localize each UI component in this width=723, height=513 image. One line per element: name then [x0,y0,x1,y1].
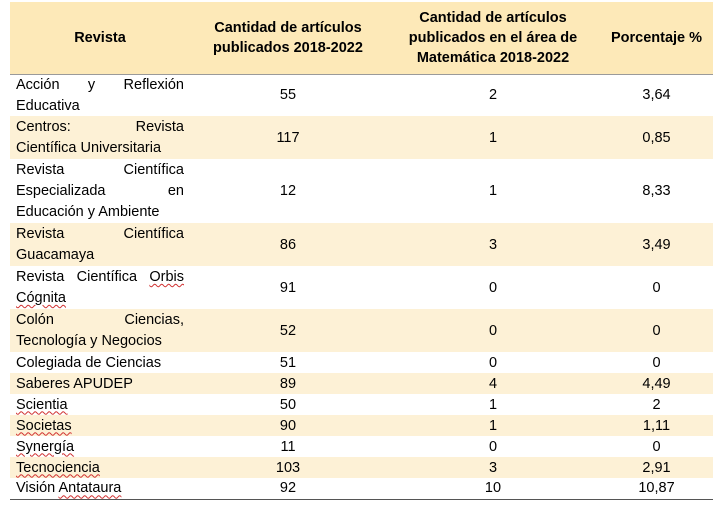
journal-name-cell: Revista Científica Especializada en Educ… [16,162,184,220]
percentage-cell: 10,87 [600,478,713,501]
table-row: Revista Científica Guacamaya 86 3 3,49 [10,223,713,267]
math-articles-cell: 3 [386,223,600,267]
table-row: Tecnociencia 103 3 2,91 [10,457,713,479]
math-articles-cell: 10 [386,478,600,501]
total-articles-cell: 51 [279,354,297,371]
percentage-cell: 0,85 [600,116,713,160]
total-articles-cell: 12 [279,183,297,200]
math-articles-cell: 4 [386,373,600,395]
table-body: Acción y Reflexión Educativa 55 2 3,64 Centr… [10,75,713,501]
percentage-cell: 4,49 [600,373,713,395]
math-articles-cell: 2 [488,87,498,104]
math-articles-cell: 0 [488,279,498,296]
header-revista: Revista [10,2,190,75]
table-row: Centros: Revista Científica Universitari… [10,116,713,160]
header-cantidad: Cantidad de artículos publicados 2018-20… [190,2,386,75]
table-row: Revista Científica Especializada en Educ… [10,159,713,223]
total-articles-cell: 92 [190,478,386,501]
total-articles-cell: 55 [279,87,297,104]
math-articles-cell: 3 [386,457,600,479]
table-row: Visión Antataura 92 10 10,87 [10,478,713,501]
total-articles-cell: 103 [190,457,386,479]
total-articles-cell: 89 [190,373,386,395]
percentage-cell: 3,49 [600,223,713,267]
total-articles-cell: 50 [279,396,297,413]
total-articles-cell: 11 [280,438,296,455]
journal-name-cell: Revista Científica Orbis Cógnita [16,269,184,306]
journal-name-cell: Visión Antataura [10,478,190,501]
header-porcentaje: Porcentaje % [600,2,713,75]
percentage-cell: 2 [652,396,661,413]
journal-name-cell: Saberes APUDEP [10,373,190,395]
header-row: Revista Cantidad de artículos publicados… [10,2,713,75]
table-row: Societas 90 1 1,11 [10,415,713,437]
table-row: Acción y Reflexión Educativa 55 2 3,64 [10,75,713,117]
journal-name-cell: Acción y Reflexión Educativa [16,77,184,114]
journal-name-cell: Centros: Revista Científica Universitari… [10,116,190,160]
math-articles-cell: 0 [488,438,498,455]
table-row: Scientia 50 1 2 [10,394,713,415]
percentage-cell: 0 [652,354,661,371]
math-articles-cell: 1 [386,415,600,437]
journal-name-cell: Tecnociencia [10,457,190,479]
header-matematica: Cantidad de artículos publicados en el á… [386,2,600,75]
percentage-cell: 0 [652,438,661,455]
journal-name-cell: Synergía [16,438,75,455]
percentage-cell: 8,33 [642,183,671,200]
math-articles-cell: 0 [488,354,498,371]
percentage-cell: 2,91 [600,457,713,479]
math-articles-cell: 0 [386,309,600,353]
math-articles-cell: 1 [488,183,498,200]
table-row: Revista Científica Orbis Cógnita 91 0 0 [10,266,713,309]
percentage-cell: 1,11 [600,415,713,437]
percentage-cell: 3,64 [642,87,671,104]
table-row: Colón Ciencias, Tecnología y Negocios 52 0… [10,309,713,353]
journal-name-cell: Revista Científica Guacamaya [10,223,190,267]
journal-name-cell: Colón Ciencias, Tecnología y Negocios [10,309,190,353]
math-articles-cell: 1 [386,116,600,160]
total-articles-cell: 52 [190,309,386,353]
journal-name-cell: Scientia [16,396,68,413]
journals-table: Revista Cantidad de artículos publicados… [10,2,713,501]
table-row: Saberes APUDEP 89 4 4,49 [10,373,713,395]
total-articles-cell: 91 [279,279,297,296]
percentage-cell: 0 [652,279,661,296]
journal-name-cell: Colegiada de Ciencias [16,354,162,371]
math-articles-cell: 1 [488,396,498,413]
total-articles-cell: 90 [190,415,386,437]
total-articles-cell: 86 [190,223,386,267]
journal-name-cell: Societas [10,415,190,437]
total-articles-cell: 117 [190,116,386,160]
percentage-cell: 0 [600,309,713,353]
table-row: Synergía 11 0 0 [10,436,713,457]
table-row: Colegiada de Ciencias 51 0 0 [10,352,713,373]
